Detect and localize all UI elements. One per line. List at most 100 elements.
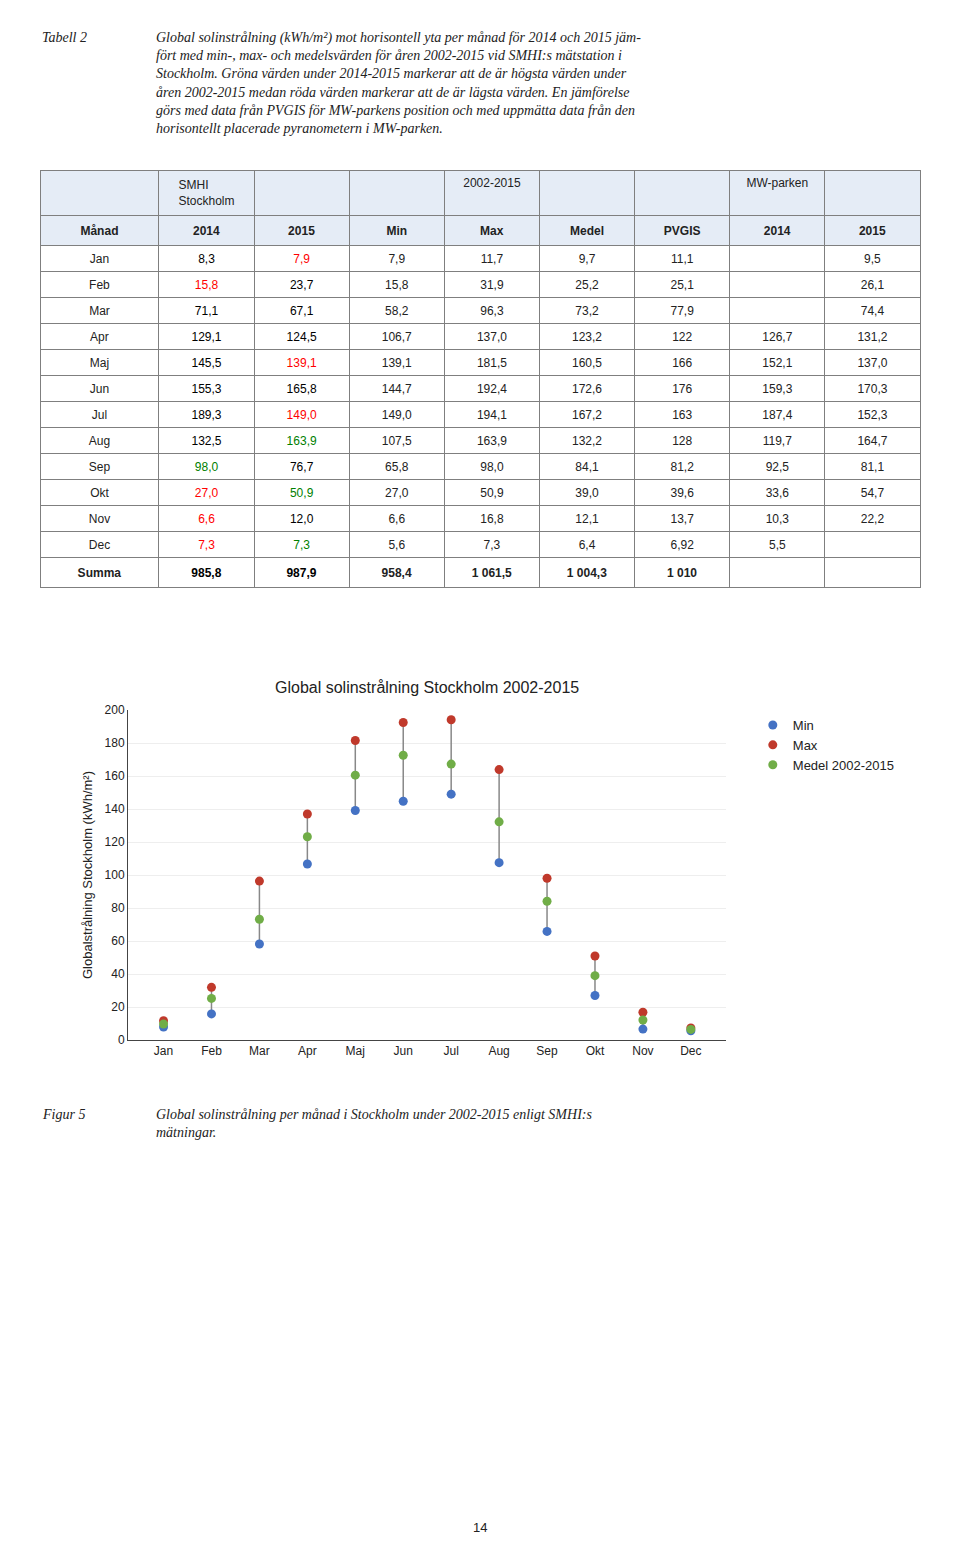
- svg-text:2015: 2015: [288, 224, 315, 238]
- svg-text:Jun: Jun: [90, 382, 109, 396]
- svg-text:Min: Min: [793, 718, 814, 733]
- svg-text:15,8: 15,8: [385, 278, 409, 292]
- svg-text:2014: 2014: [764, 224, 791, 238]
- svg-text:Global solinstrålning (kWh/m²): Global solinstrålning (kWh/m²) mot horis…: [156, 30, 641, 136]
- svg-text:160: 160: [105, 769, 125, 783]
- svg-text:92,5: 92,5: [766, 460, 790, 474]
- svg-text:132,5: 132,5: [191, 434, 221, 448]
- svg-text:40: 40: [111, 967, 125, 981]
- svg-text:Figur 5: Figur 5: [42, 1107, 85, 1122]
- svg-text:74,4: 74,4: [861, 304, 885, 318]
- svg-text:Medel 2002-2015: Medel 2002-2015: [793, 758, 894, 773]
- svg-text:140: 140: [105, 802, 125, 816]
- svg-text:27,0: 27,0: [195, 486, 219, 500]
- svg-text:152,1: 152,1: [762, 356, 792, 370]
- svg-text:77,9: 77,9: [670, 304, 694, 318]
- svg-text:23,7: 23,7: [290, 278, 314, 292]
- svg-text:9,7: 9,7: [579, 252, 596, 266]
- svg-text:39,0: 39,0: [575, 486, 599, 500]
- svg-text:123,2: 123,2: [572, 330, 602, 344]
- svg-text:2002-2015: 2002-2015: [463, 176, 521, 190]
- svg-text:8,3: 8,3: [198, 252, 215, 266]
- svg-text:167,2: 167,2: [572, 408, 602, 422]
- svg-text:10,3: 10,3: [766, 512, 790, 526]
- svg-text:7,3: 7,3: [293, 538, 310, 552]
- svg-text:Dec: Dec: [680, 1044, 701, 1058]
- svg-text:Dec: Dec: [89, 538, 110, 552]
- svg-text:152,3: 152,3: [857, 408, 887, 422]
- svg-text:Feb: Feb: [201, 1044, 222, 1058]
- svg-text:192,4: 192,4: [477, 382, 507, 396]
- svg-text:139,1: 139,1: [382, 356, 412, 370]
- svg-text:81,2: 81,2: [670, 460, 694, 474]
- svg-text:187,4: 187,4: [762, 408, 792, 422]
- svg-text:106,7: 106,7: [382, 330, 412, 344]
- svg-text:129,1: 129,1: [191, 330, 221, 344]
- svg-text:73,2: 73,2: [575, 304, 599, 318]
- svg-text:176: 176: [672, 382, 692, 396]
- svg-text:Jul: Jul: [443, 1044, 458, 1058]
- svg-text:958,4: 958,4: [382, 566, 412, 580]
- svg-text:13,7: 13,7: [670, 512, 694, 526]
- svg-text:Summa: Summa: [78, 566, 122, 580]
- svg-text:Global solinstrålning Stockhol: Global solinstrålning Stockholm 2002-201…: [275, 679, 579, 696]
- svg-text:7,3: 7,3: [198, 538, 215, 552]
- svg-text:SMHIStockholm: SMHIStockholm: [178, 178, 234, 208]
- svg-text:155,3: 155,3: [191, 382, 221, 396]
- svg-text:165,8: 165,8: [287, 382, 317, 396]
- svg-text:1 010: 1 010: [667, 566, 697, 580]
- svg-text:Max: Max: [480, 224, 504, 238]
- svg-text:189,3: 189,3: [191, 408, 221, 422]
- svg-text:Okt: Okt: [90, 486, 109, 500]
- svg-text:25,2: 25,2: [575, 278, 599, 292]
- svg-text:Max: Max: [793, 738, 818, 753]
- svg-text:0: 0: [118, 1033, 125, 1047]
- svg-text:Jan: Jan: [154, 1044, 173, 1058]
- svg-text:160,5: 160,5: [572, 356, 602, 370]
- svg-text:149,0: 149,0: [287, 408, 317, 422]
- svg-text:2014: 2014: [193, 224, 220, 238]
- svg-text:27,0: 27,0: [385, 486, 409, 500]
- svg-text:98,0: 98,0: [480, 460, 504, 474]
- svg-text:985,8: 985,8: [191, 566, 221, 580]
- svg-text:Jun: Jun: [394, 1044, 413, 1058]
- svg-text:Mar: Mar: [89, 304, 110, 318]
- svg-text:163: 163: [672, 408, 692, 422]
- svg-text:163,9: 163,9: [287, 434, 317, 448]
- svg-text:50,9: 50,9: [290, 486, 314, 500]
- svg-text:128: 128: [672, 434, 692, 448]
- svg-text:Jul: Jul: [92, 408, 107, 422]
- svg-text:Sep: Sep: [536, 1044, 558, 1058]
- svg-text:12,0: 12,0: [290, 512, 314, 526]
- svg-text:6,4: 6,4: [579, 538, 596, 552]
- svg-text:Aug: Aug: [488, 1044, 509, 1058]
- svg-text:Mar: Mar: [249, 1044, 270, 1058]
- svg-text:107,5: 107,5: [382, 434, 412, 448]
- svg-text:Min: Min: [386, 224, 407, 238]
- svg-text:50,9: 50,9: [480, 486, 504, 500]
- svg-text:Apr: Apr: [90, 330, 109, 344]
- svg-text:25,1: 25,1: [670, 278, 694, 292]
- svg-text:145,5: 145,5: [191, 356, 221, 370]
- svg-text:6,6: 6,6: [198, 512, 215, 526]
- svg-text:126,7: 126,7: [762, 330, 792, 344]
- svg-text:1 061,5: 1 061,5: [472, 566, 512, 580]
- svg-text:180: 180: [105, 736, 125, 750]
- svg-text:Månad: Månad: [80, 224, 118, 238]
- svg-text:122: 122: [672, 330, 692, 344]
- svg-text:Jan: Jan: [90, 252, 109, 266]
- svg-text:33,6: 33,6: [766, 486, 790, 500]
- svg-text:7,9: 7,9: [293, 252, 310, 266]
- svg-text:84,1: 84,1: [575, 460, 599, 474]
- svg-text:81,1: 81,1: [861, 460, 885, 474]
- svg-text:96,3: 96,3: [480, 304, 504, 318]
- svg-text:Maj: Maj: [90, 356, 109, 370]
- svg-text:7,3: 7,3: [484, 538, 501, 552]
- svg-text:170,3: 170,3: [857, 382, 887, 396]
- svg-text:15,8: 15,8: [195, 278, 219, 292]
- svg-text:39,6: 39,6: [670, 486, 694, 500]
- svg-text:67,1: 67,1: [290, 304, 314, 318]
- svg-text:194,1: 194,1: [477, 408, 507, 422]
- svg-text:Feb: Feb: [89, 278, 110, 292]
- svg-text:137,0: 137,0: [857, 356, 887, 370]
